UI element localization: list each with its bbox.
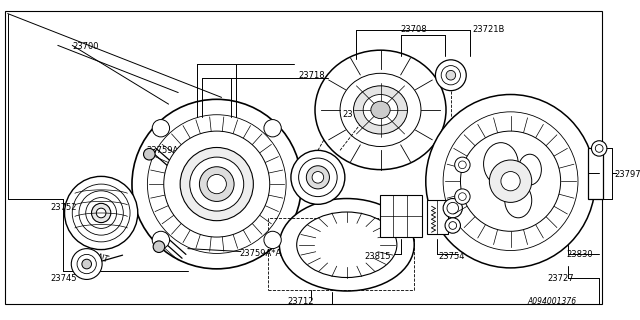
Ellipse shape bbox=[291, 150, 345, 204]
Ellipse shape bbox=[445, 218, 460, 233]
Ellipse shape bbox=[264, 120, 281, 137]
Text: 23797: 23797 bbox=[614, 170, 640, 179]
Ellipse shape bbox=[307, 166, 330, 189]
Ellipse shape bbox=[65, 176, 138, 250]
Text: 23708: 23708 bbox=[401, 25, 428, 34]
Ellipse shape bbox=[591, 141, 607, 156]
Ellipse shape bbox=[371, 101, 390, 119]
Ellipse shape bbox=[312, 172, 324, 183]
Bar bbox=[588, 148, 603, 198]
Ellipse shape bbox=[353, 86, 408, 134]
Text: 23759A*A: 23759A*A bbox=[239, 249, 281, 258]
Text: 23721: 23721 bbox=[342, 110, 369, 119]
Ellipse shape bbox=[297, 212, 397, 277]
Ellipse shape bbox=[97, 208, 106, 218]
Ellipse shape bbox=[132, 99, 301, 269]
Text: 23727: 23727 bbox=[547, 274, 574, 283]
Ellipse shape bbox=[446, 70, 456, 80]
Text: 23815: 23815 bbox=[364, 252, 390, 260]
Text: 23721B: 23721B bbox=[472, 25, 504, 34]
Ellipse shape bbox=[180, 148, 253, 221]
Text: 23712: 23712 bbox=[287, 297, 314, 306]
Ellipse shape bbox=[264, 231, 281, 249]
Text: FRONT: FRONT bbox=[83, 250, 110, 265]
Ellipse shape bbox=[454, 157, 470, 172]
Text: 23754: 23754 bbox=[438, 252, 465, 260]
Ellipse shape bbox=[152, 231, 170, 249]
Ellipse shape bbox=[505, 183, 532, 218]
Text: A094001376: A094001376 bbox=[528, 297, 577, 307]
Text: 23718: 23718 bbox=[299, 71, 325, 80]
Text: 23759A*B: 23759A*B bbox=[147, 146, 189, 155]
Ellipse shape bbox=[443, 198, 462, 218]
Ellipse shape bbox=[460, 131, 561, 231]
Ellipse shape bbox=[207, 174, 227, 194]
Ellipse shape bbox=[164, 131, 269, 237]
Ellipse shape bbox=[490, 160, 532, 202]
Ellipse shape bbox=[363, 94, 398, 125]
Ellipse shape bbox=[190, 157, 244, 211]
Text: 23745: 23745 bbox=[50, 274, 77, 283]
Ellipse shape bbox=[143, 148, 155, 160]
Ellipse shape bbox=[435, 60, 466, 91]
Text: 23830: 23830 bbox=[566, 250, 593, 259]
Ellipse shape bbox=[454, 189, 470, 204]
Ellipse shape bbox=[315, 50, 446, 170]
Ellipse shape bbox=[92, 203, 111, 223]
Ellipse shape bbox=[71, 249, 102, 279]
Ellipse shape bbox=[484, 143, 518, 185]
Bar bbox=[380, 195, 422, 237]
Ellipse shape bbox=[152, 120, 170, 137]
Ellipse shape bbox=[501, 172, 520, 191]
Ellipse shape bbox=[153, 241, 164, 252]
Bar bbox=[427, 200, 448, 234]
Ellipse shape bbox=[82, 259, 92, 269]
Ellipse shape bbox=[200, 167, 234, 201]
Text: 23700: 23700 bbox=[72, 43, 99, 52]
Ellipse shape bbox=[279, 198, 414, 291]
Ellipse shape bbox=[426, 94, 595, 268]
Ellipse shape bbox=[518, 154, 541, 185]
Text: 23752: 23752 bbox=[50, 203, 77, 212]
